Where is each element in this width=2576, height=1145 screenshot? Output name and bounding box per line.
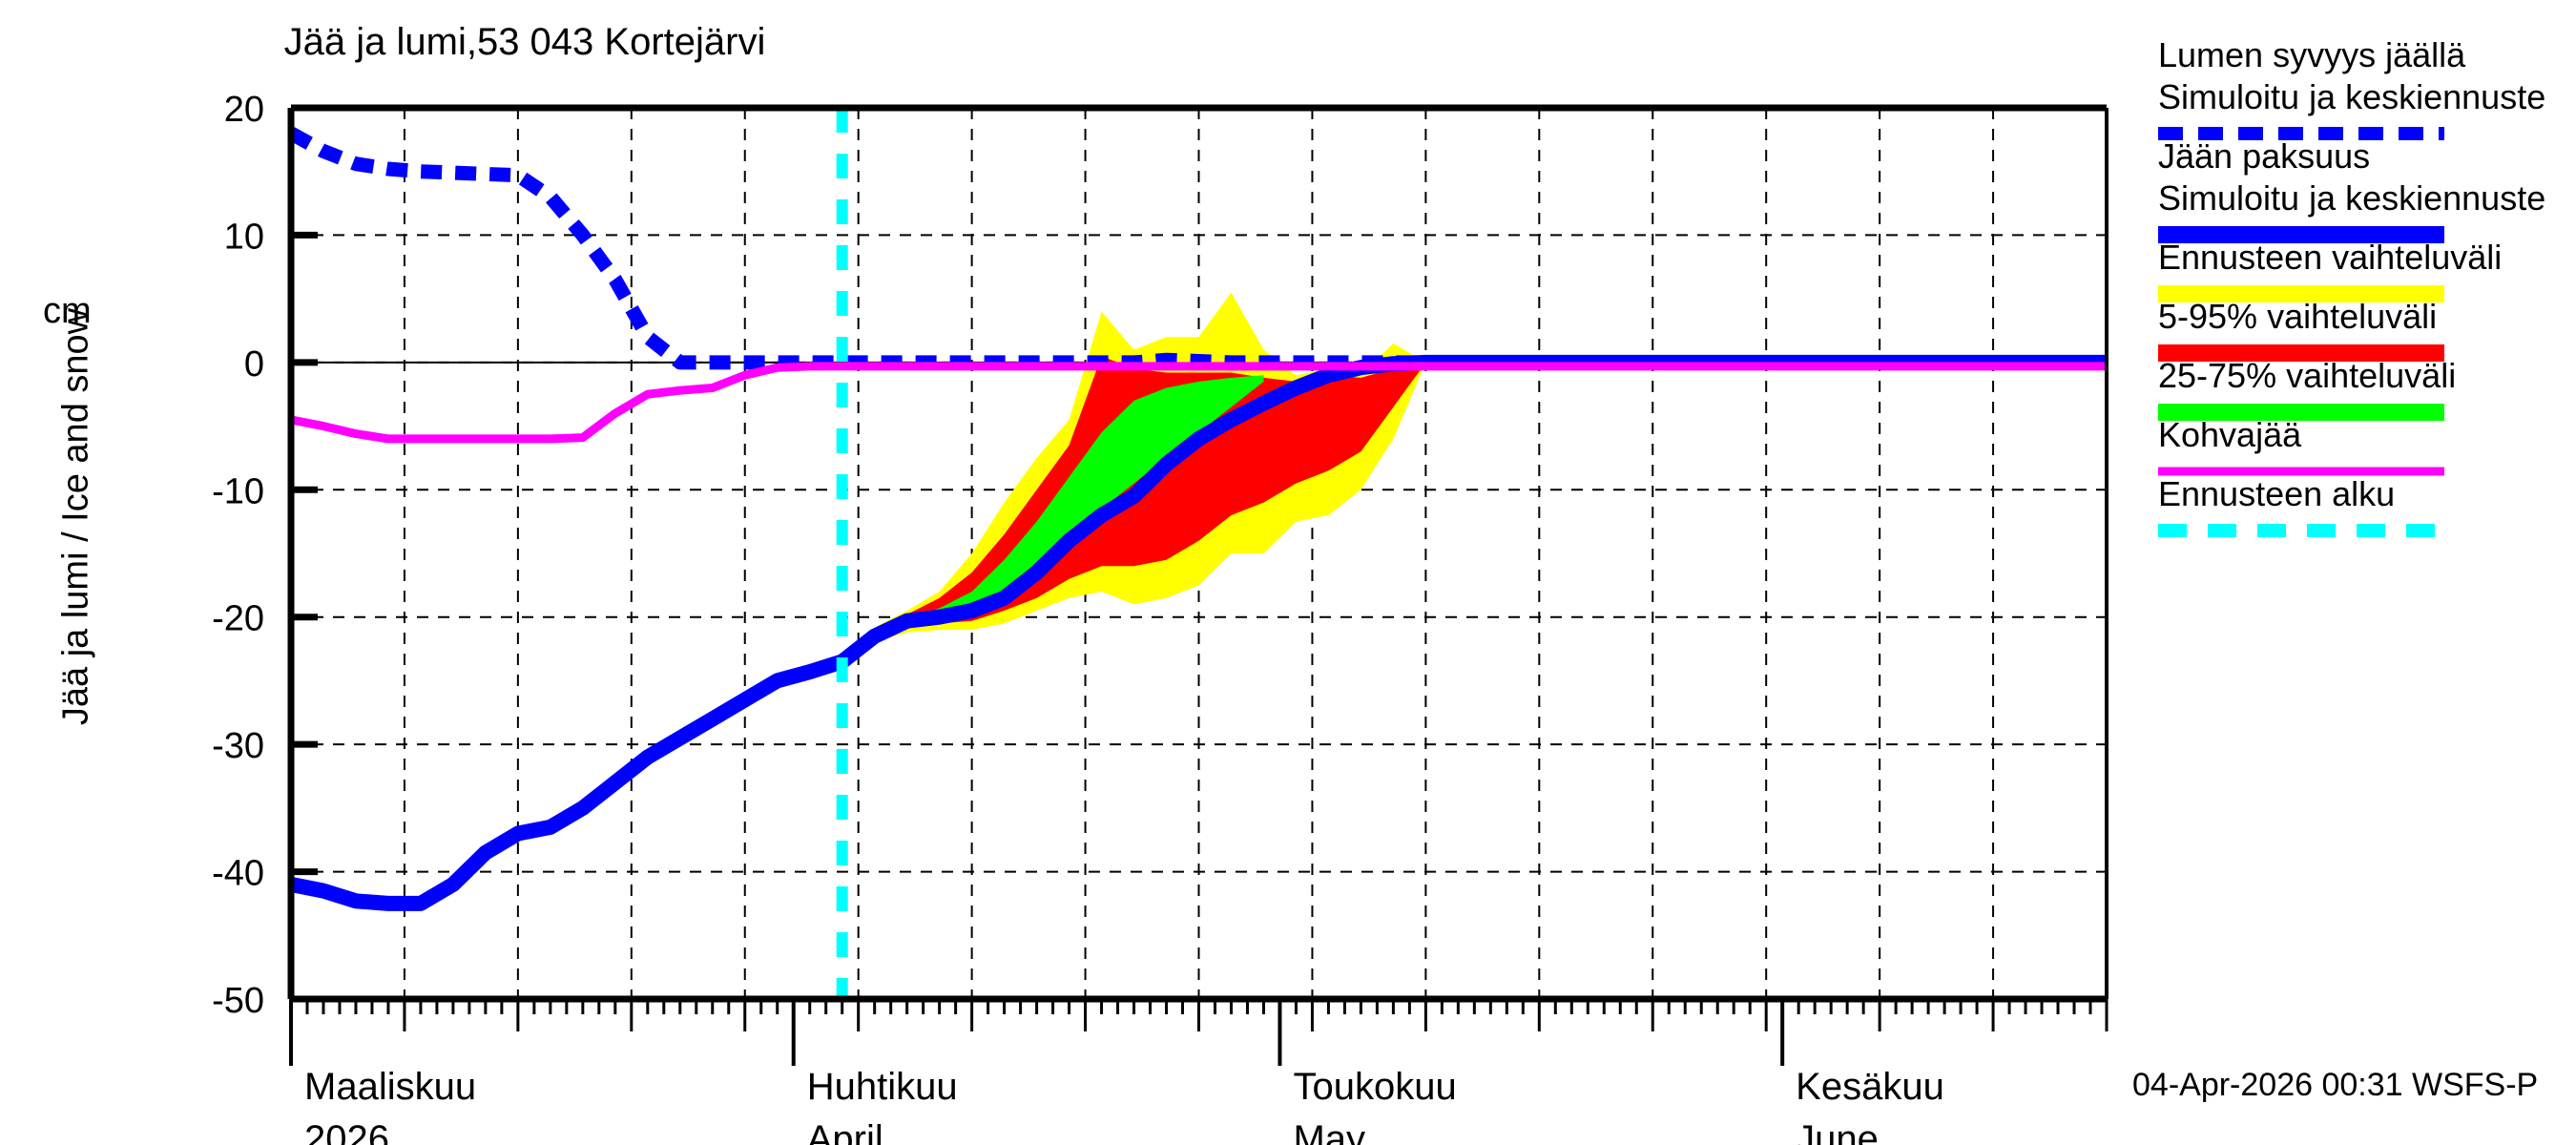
y-tick-label: 20 — [224, 90, 264, 130]
x-month-label-en: June — [1796, 1118, 1879, 1145]
legend-label: 5-95% vaihteluväli — [2158, 297, 2437, 336]
x-month-label-en: 2026 — [304, 1118, 389, 1145]
page-title: Jää ja lumi,53 043 Kortejärvi — [283, 21, 766, 63]
footer-timestamp: 04-Apr-2026 00:31 WSFS-P — [2132, 1067, 2538, 1103]
legend-label: Simuloitu ja keskiennuste — [2158, 77, 2545, 116]
y-tick-label: -30 — [212, 726, 264, 766]
axes — [287, 104, 2109, 1066]
x-month-label-fi: Huhtikuu — [807, 1066, 958, 1108]
legend-label: Kohvajää — [2158, 415, 2302, 454]
data-series — [287, 127, 2107, 911]
legend-label: Ennusteen vaihteluväli — [2158, 238, 2502, 277]
y-tick-label: -40 — [212, 854, 264, 894]
footer-text: 04-Apr-2026 00:31 WSFS-P — [2132, 1067, 2538, 1103]
x-month-label-en: May — [1293, 1118, 1365, 1145]
legend-label: Ennusteen alku — [2158, 474, 2395, 513]
y-tick-label: -50 — [212, 981, 264, 1021]
x-tick-labels: Maaliskuu 2026 Huhtikuu April Toukokuu May Kes… — [304, 1066, 1944, 1145]
x-month-label-en: April — [807, 1118, 883, 1145]
y-tick-label: 10 — [224, 217, 264, 257]
legend-label: Jään paksuus — [2158, 136, 2370, 176]
y-tick-labels: 20 10 0 -10 -20 -30 -40 -50 — [212, 90, 264, 1021]
legend-label: 25-75% vaihteluväli — [2158, 356, 2456, 395]
y-tick-label: 0 — [244, 344, 264, 385]
x-month-label-fi: Toukokuu — [1293, 1066, 1456, 1108]
x-month-label-fi: Maaliskuu — [304, 1066, 476, 1108]
y-tick-label: -10 — [212, 471, 264, 511]
x-month-label-fi: Kesäkuu — [1796, 1066, 1944, 1108]
forecast-bands — [841, 292, 1426, 666]
legend-label: Simuloitu ja keskiennuste — [2158, 178, 2545, 218]
y-tick-label: -20 — [212, 599, 264, 639]
legend-label: Lumen syvyys jäällä — [2158, 35, 2466, 74]
y-axis-unit: cm — [43, 291, 92, 331]
